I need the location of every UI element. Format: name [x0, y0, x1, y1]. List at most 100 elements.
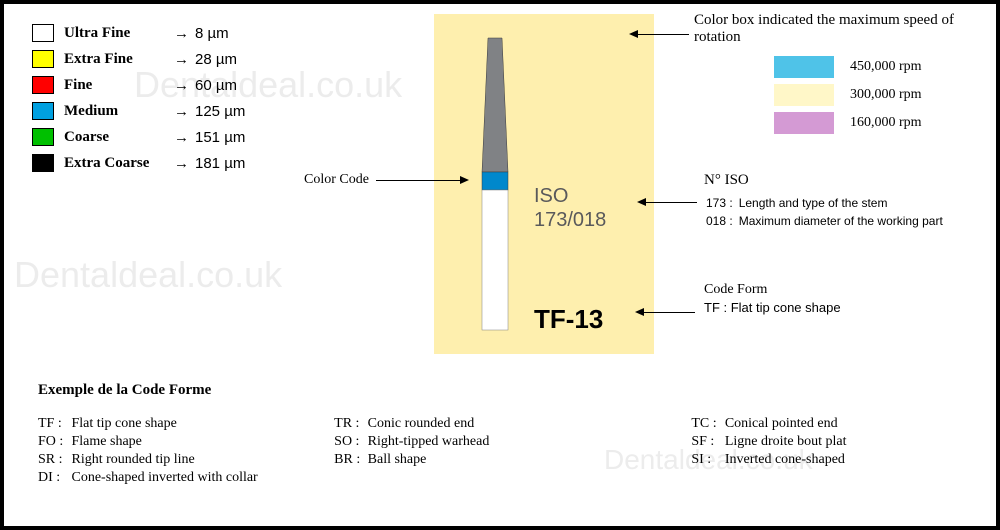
forme-code: TR : — [334, 416, 364, 432]
grain-value: 151 µm — [195, 129, 245, 146]
forme-desc: Cone-shaped inverted with collar — [72, 470, 258, 485]
forme-desc: Flame shape — [72, 434, 142, 449]
arrow-icon: → — [174, 103, 189, 120]
grain-label: Fine — [64, 77, 168, 94]
forme-code: FO : — [38, 434, 68, 450]
forme-columns: TF : Flat tip cone shape FO : Flame shape… — [38, 416, 978, 488]
forme-code: TC : — [691, 416, 721, 432]
forme-item: SO : Right-tipped warhead — [334, 434, 571, 450]
forme-col-3: TC : Conical pointed end SF : Ligne droit… — [691, 416, 938, 488]
arrow-line — [376, 180, 462, 181]
iso-line1: ISO — [534, 184, 606, 208]
iso-label: ISO 173/018 — [534, 184, 606, 232]
iso-code: 018 : — [706, 213, 737, 229]
grain-label: Extra Coarse — [64, 155, 168, 172]
grain-legend: Ultra Fine → 8 µm Extra Fine → 28 µm Fine → 60 µ… — [32, 24, 245, 180]
grain-swatch — [32, 128, 54, 146]
arrowhead-icon — [629, 30, 638, 38]
code-label: TF-13 — [534, 304, 603, 335]
speed-value: 450,000 rpm — [850, 59, 922, 75]
forme-code: SR : — [38, 452, 68, 468]
grain-value: 125 µm — [195, 103, 245, 120]
forme-col-1: TF : Flat tip cone shape FO : Flame shape… — [38, 416, 294, 488]
grain-row: Extra Coarse → 181 µm — [32, 154, 245, 172]
forme-item: SF : Ligne droite bout plat — [691, 434, 938, 450]
forme-code: SO : — [334, 434, 364, 450]
arrow-line — [640, 312, 695, 313]
forme-desc: Conic rounded end — [368, 416, 475, 431]
forme-desc: Ligne droite bout plat — [725, 434, 847, 449]
forme-item: TF : Flat tip cone shape — [38, 416, 294, 432]
forme-desc: Flat tip cone shape — [72, 416, 177, 431]
grain-row: Extra Fine → 28 µm — [32, 50, 245, 68]
grain-row: Medium → 125 µm — [32, 102, 245, 120]
speed-value: 300,000 rpm — [850, 87, 922, 103]
speed-row: 300,000 rpm — [774, 84, 922, 106]
forme-item: SR : Right rounded tip line — [38, 452, 294, 468]
grain-swatch — [32, 76, 54, 94]
grain-swatch — [32, 24, 54, 42]
iso-block: N° ISO 173 :Length and type of the stem0… — [704, 172, 994, 231]
speed-title: Color box indicated the maximum speed of… — [694, 12, 994, 46]
arrow-line — [642, 202, 697, 203]
color-code-label: Color Code — [304, 172, 369, 188]
forme-code: SF : — [691, 434, 721, 450]
codeform-block: Code Form TF : Flat tip cone shape — [704, 282, 841, 315]
arrow-icon: → — [174, 51, 189, 68]
forme-code: BR : — [334, 452, 364, 468]
arrow-icon: → — [174, 129, 189, 146]
grain-value: 28 µm — [195, 51, 237, 68]
center-illustration: ISO 173/018 TF-13 — [434, 14, 654, 354]
forme-item: BR : Ball shape — [334, 452, 571, 468]
forme-item: TC : Conical pointed end — [691, 416, 938, 432]
forme-code: TF : — [38, 416, 68, 432]
codeform-line2: TF : Flat tip cone shape — [704, 300, 841, 315]
codeform-line1: Code Form — [704, 282, 841, 298]
exemple-title: Exemple de la Code Forme — [38, 382, 211, 399]
forme-item: SI : Inverted cone-shaped — [691, 452, 938, 468]
iso-line2: 173/018 — [534, 208, 606, 232]
grain-label: Extra Fine — [64, 51, 168, 68]
grain-value: 8 µm — [195, 25, 229, 42]
forme-desc: Ball shape — [368, 452, 427, 467]
grain-value: 181 µm — [195, 155, 245, 172]
forme-col-2: TR : Conic rounded end SO : Right-tipped … — [334, 416, 571, 488]
forme-desc: Right-tipped warhead — [368, 434, 490, 449]
grain-swatch — [32, 50, 54, 68]
iso-header: N° ISO — [704, 172, 994, 189]
grain-label: Medium — [64, 103, 168, 120]
forme-desc: Right rounded tip line — [72, 452, 195, 467]
forme-desc: Inverted cone-shaped — [725, 452, 845, 467]
forme-code: SI : — [691, 452, 721, 468]
grain-row: Fine → 60 µm — [32, 76, 245, 94]
grain-label: Ultra Fine — [64, 25, 168, 42]
forme-code: DI : — [38, 470, 68, 486]
arrow-icon: → — [174, 155, 189, 172]
grain-swatch — [32, 154, 54, 172]
grain-row: Ultra Fine → 8 µm — [32, 24, 245, 42]
arrow-line — [634, 34, 689, 35]
arrow-icon: → — [174, 77, 189, 94]
iso-desc: Maximum diameter of the working part — [739, 213, 947, 229]
arrow-icon: → — [174, 25, 189, 42]
speed-row: 450,000 rpm — [774, 56, 922, 78]
speed-swatch — [774, 112, 834, 134]
forme-desc: Conical pointed end — [725, 416, 838, 431]
grain-value: 60 µm — [195, 77, 237, 94]
arrowhead-icon — [635, 308, 644, 316]
speed-legend: 450,000 rpm 300,000 rpm 160,000 rpm — [774, 56, 922, 140]
watermark: Dentaldeal.co.uk — [14, 254, 282, 296]
speed-value: 160,000 rpm — [850, 115, 922, 131]
grain-label: Coarse — [64, 129, 168, 146]
arrowhead-icon — [460, 176, 469, 184]
forme-item: FO : Flame shape — [38, 434, 294, 450]
iso-desc: Length and type of the stem — [739, 195, 947, 211]
forme-item: TR : Conic rounded end — [334, 416, 571, 432]
speed-row: 160,000 rpm — [774, 112, 922, 134]
grain-row: Coarse → 151 µm — [32, 128, 245, 146]
speed-swatch — [774, 84, 834, 106]
grain-swatch — [32, 102, 54, 120]
speed-swatch — [774, 56, 834, 78]
forme-item: DI : Cone-shaped inverted with collar — [38, 470, 294, 486]
bur-drawing — [470, 34, 520, 334]
